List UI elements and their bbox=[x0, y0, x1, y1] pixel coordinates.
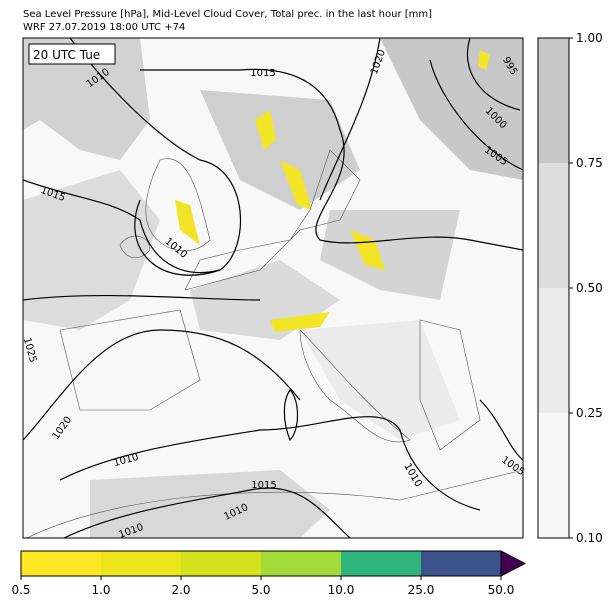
time-label: 20 UTC Tue bbox=[33, 48, 100, 62]
colorbar-segment bbox=[538, 163, 569, 288]
contour-label: 1015 bbox=[250, 68, 275, 79]
colorbar-extend bbox=[500, 550, 527, 577]
title: Sea Level Pressure [hPa], Mid-Level Clou… bbox=[23, 9, 432, 20]
tick-label: 10.0 bbox=[328, 583, 355, 597]
tick-label: 0.50 bbox=[576, 281, 603, 295]
tick-label: 0.10 bbox=[576, 531, 603, 545]
colorbar-segment bbox=[21, 551, 101, 576]
precip-layer bbox=[175, 50, 490, 332]
colorbar-segment bbox=[181, 551, 261, 576]
tick-label: 0.75 bbox=[576, 156, 603, 170]
colorbar-segment bbox=[341, 551, 421, 576]
precip-colorbar: 0.5 1.0 2.0 5.0 10.0 25.0 50.0 bbox=[11, 550, 527, 597]
colorbar-segment bbox=[421, 551, 501, 576]
coastlines bbox=[26, 149, 523, 538]
colorbar-segment bbox=[261, 551, 341, 576]
tick-label: 5.0 bbox=[251, 583, 270, 597]
time-box bbox=[28, 43, 116, 65]
subtitle: WRF 27.07.2019 18:00 UTC +74 bbox=[23, 22, 185, 33]
tick-label: 50.0 bbox=[488, 583, 515, 597]
colorbar-segment bbox=[538, 38, 569, 163]
map: 20 UTC Tue bbox=[22, 37, 524, 539]
contour-label: 1015 bbox=[251, 480, 276, 491]
tick-label: 0.5 bbox=[11, 583, 30, 597]
colorbar-segment bbox=[538, 413, 569, 538]
colorbar-segment bbox=[101, 551, 181, 576]
tick-label: 1.00 bbox=[576, 31, 603, 45]
tick-label: 1.0 bbox=[91, 583, 110, 597]
colorbar-segment bbox=[538, 288, 569, 413]
map-frame bbox=[22, 37, 524, 539]
tick-label: 25.0 bbox=[408, 583, 435, 597]
tick-label: 0.25 bbox=[576, 406, 603, 420]
tick-label: 2.0 bbox=[171, 583, 190, 597]
isobars bbox=[23, 38, 523, 538]
cloud-colorbar: 0.10 0.25 0.50 0.75 1.00 bbox=[537, 31, 603, 545]
